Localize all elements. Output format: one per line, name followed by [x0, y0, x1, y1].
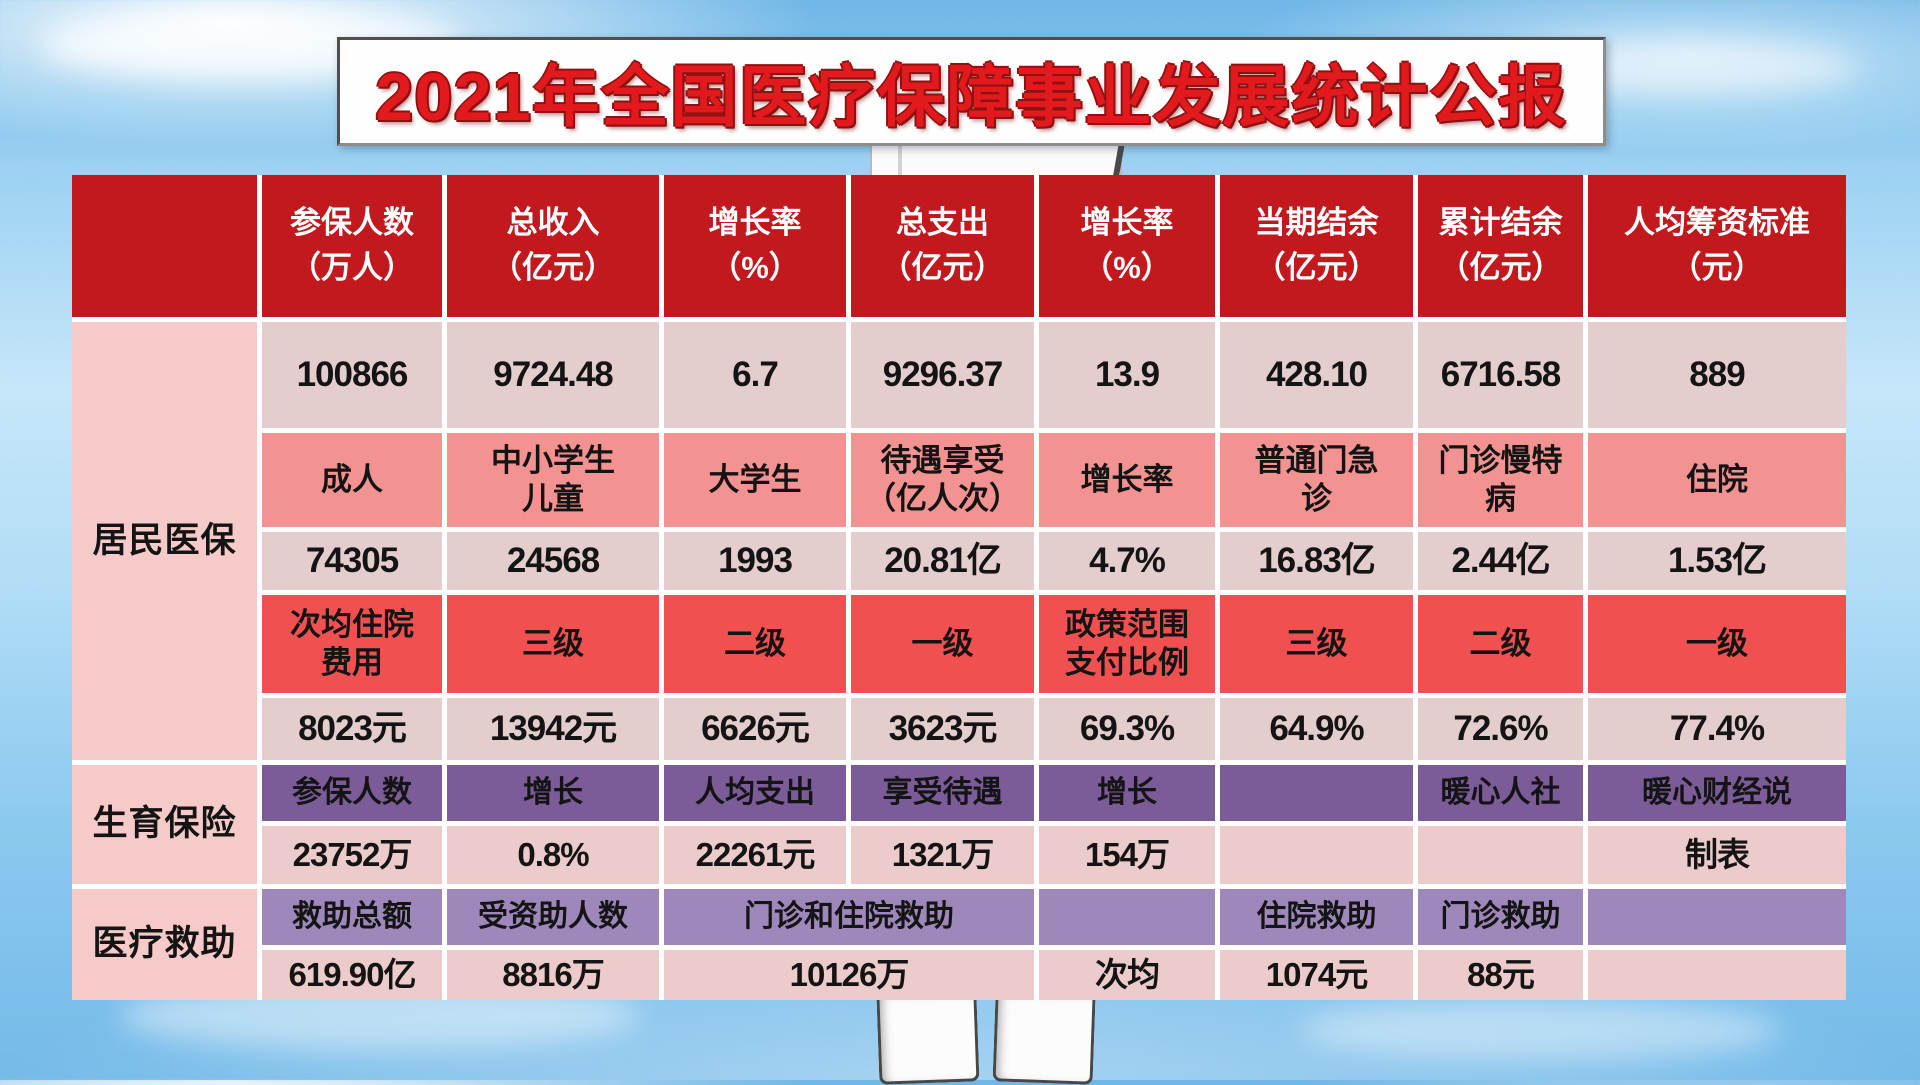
table-cell: 16.83亿 — [1220, 532, 1413, 590]
table-cell: 政策范围 支付比例 — [1039, 595, 1215, 693]
table-cell — [1588, 950, 1846, 1000]
table-cell: 6626元 — [664, 698, 846, 760]
column-header: 当期结余 （亿元） — [1220, 175, 1413, 317]
table-cell: 增长 — [1039, 765, 1215, 821]
table-cell: 中小学生 儿童 — [447, 433, 659, 527]
column-header: 增长率 （%） — [664, 175, 846, 317]
table-cell: 次均住院 费用 — [262, 595, 442, 693]
table-cell: 1.53亿 — [1588, 532, 1846, 590]
background-character-legs — [876, 996, 1110, 1085]
corner-cell — [72, 175, 257, 317]
table-cell: 72.6% — [1418, 698, 1583, 760]
statistics-table: 参保人数 （万人） 总收入 （亿元） 增长率 （%） 总支出 （亿元） 增长率 （%）当… — [72, 175, 1846, 1000]
table-cell: 享受待遇 — [851, 765, 1034, 821]
table-cell — [1220, 765, 1413, 821]
table-cell: 增长率 — [1039, 433, 1215, 527]
table-cell: 154万 — [1039, 826, 1215, 884]
table-cell — [1220, 826, 1413, 884]
table-cell: 1074元 — [1220, 950, 1413, 1000]
table-cell: 20.81亿 — [851, 532, 1034, 590]
table-cell: 6.7 — [664, 322, 846, 428]
table-cell: 69.3% — [1039, 698, 1215, 760]
table-cell: 428.10 — [1220, 322, 1413, 428]
table-cell: 暖心财经说 — [1588, 765, 1846, 821]
cloud — [1300, 1000, 1780, 1060]
table-cell: 一级 — [1588, 595, 1846, 693]
table-cell: 住院 — [1588, 433, 1846, 527]
column-header: 人均筹资标准 （元） — [1588, 175, 1846, 317]
row-label-3: 医疗救助 — [72, 889, 257, 1000]
table-cell: 制表 — [1588, 826, 1846, 884]
table-cell: 88元 — [1418, 950, 1583, 1000]
table-cell: 受资助人数 — [447, 889, 659, 945]
table-cell: 成人 — [262, 433, 442, 527]
table-cell: 人均支出 — [664, 765, 846, 821]
page-title: 2021年全国医疗保障事业发展统计公报 — [375, 60, 1568, 135]
column-header: 增长率 （%） — [1039, 175, 1215, 317]
table-cell: 74305 — [262, 532, 442, 590]
table-cell: 889 — [1588, 322, 1846, 428]
table-cell: 暖心人社 — [1418, 765, 1583, 821]
table-cell: 3623元 — [851, 698, 1034, 760]
table-cell: 13.9 — [1039, 322, 1215, 428]
table-cell: 二级 — [1418, 595, 1583, 693]
table-cell: 普通门急 诊 — [1220, 433, 1413, 527]
row-label-2: 生育保险 — [72, 765, 257, 884]
table-cell: 次均 — [1039, 950, 1215, 1000]
table-cell — [1588, 889, 1846, 945]
table-cell: 待遇享受 （亿人次） — [851, 433, 1034, 527]
table-cell: 一级 — [851, 595, 1034, 693]
table-cell: 24568 — [447, 532, 659, 590]
column-header: 累计结余 （亿元） — [1418, 175, 1583, 317]
table-cell: 9296.37 — [851, 322, 1034, 428]
table-cell — [1418, 826, 1583, 884]
table-cell: 64.9% — [1220, 698, 1413, 760]
table-cell: 10126万 — [664, 950, 1034, 1000]
row-label-1: 居民医保 — [72, 322, 257, 760]
table-cell: 8023元 — [262, 698, 442, 760]
table-cell: 2.44亿 — [1418, 532, 1583, 590]
table-cell: 三级 — [1220, 595, 1413, 693]
character-seam-line — [898, 124, 902, 176]
character-left-leg — [876, 996, 980, 1085]
table-cell: 1993 — [664, 532, 846, 590]
table-cell: 增长 — [447, 765, 659, 821]
table-cell: 救助总额 — [262, 889, 442, 945]
table-cell: 二级 — [664, 595, 846, 693]
table-cell — [1039, 889, 1215, 945]
table-cell: 23752万 — [262, 826, 442, 884]
table-cell: 8816万 — [447, 950, 659, 1000]
table-cell: 6716.58 — [1418, 322, 1583, 428]
table-cell: 0.8% — [447, 826, 659, 884]
character-right-leg — [992, 996, 1096, 1085]
table-cell: 参保人数 — [262, 765, 442, 821]
table-cell: 77.4% — [1588, 698, 1846, 760]
table-cell: 13942元 — [447, 698, 659, 760]
table-cell: 22261元 — [664, 826, 846, 884]
table-cell: 619.90亿 — [262, 950, 442, 1000]
table-cell: 门诊救助 — [1418, 889, 1583, 945]
table-cell: 大学生 — [664, 433, 846, 527]
table-cell: 9724.48 — [447, 322, 659, 428]
table-cell: 门诊慢特 病 — [1418, 433, 1583, 527]
table-cell: 门诊和住院救助 — [664, 889, 1034, 945]
table-cell: 100866 — [262, 322, 442, 428]
column-header: 总支出 （亿元） — [851, 175, 1034, 317]
table-cell: 1321万 — [851, 826, 1034, 884]
table-cell: 4.7% — [1039, 532, 1215, 590]
table-cell: 三级 — [447, 595, 659, 693]
column-header: 总收入 （亿元） — [447, 175, 659, 317]
column-header: 参保人数 （万人） — [262, 175, 442, 317]
title-banner: 2021年全国医疗保障事业发展统计公报 — [337, 37, 1606, 146]
table-cell: 住院救助 — [1220, 889, 1413, 945]
